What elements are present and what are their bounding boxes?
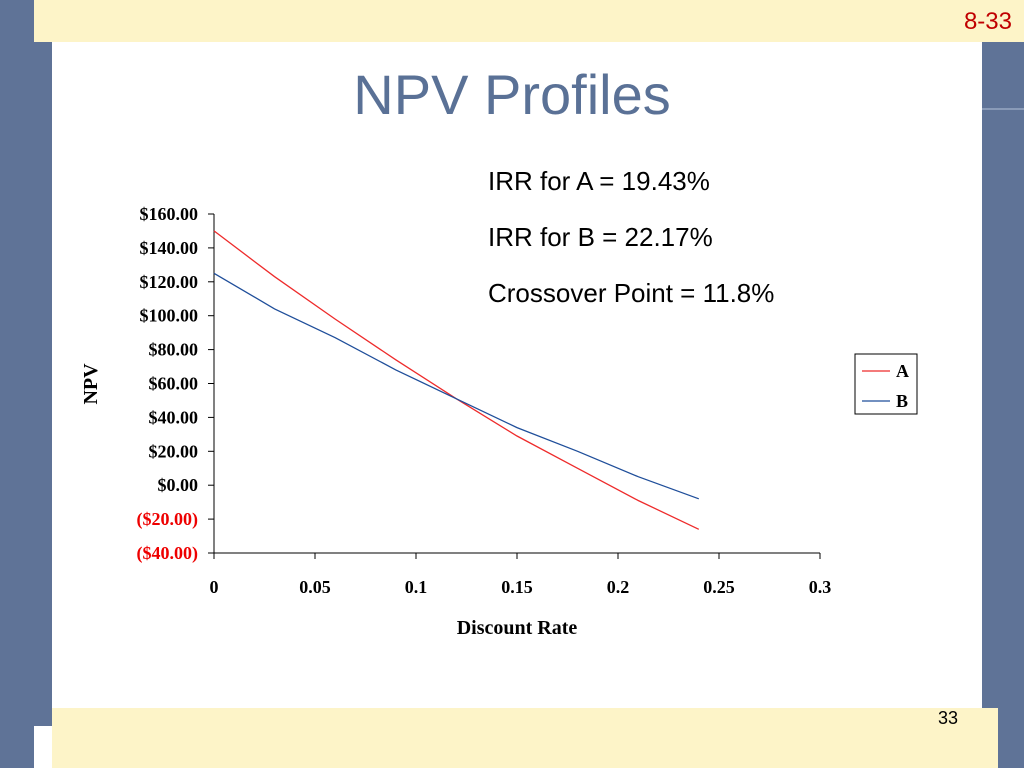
- y-tick-label: $100.00: [140, 306, 199, 326]
- y-tick-label: $0.00: [158, 475, 199, 495]
- slide-title: NPV Profiles: [353, 63, 671, 126]
- y-tick-label: $120.00: [140, 272, 199, 292]
- y-tick-label: $80.00: [149, 340, 199, 360]
- chart-legend: AB: [854, 353, 918, 415]
- series-line-a: [213, 230, 700, 530]
- left-band-lower: [34, 42, 52, 726]
- chart-series: [213, 230, 700, 530]
- y-tick-label: $20.00: [149, 441, 199, 461]
- y-tick-label: $40.00: [149, 407, 199, 427]
- x-axis-label: Discount Rate: [457, 617, 578, 639]
- irr-a-note: IRR for A = 19.43%: [488, 166, 710, 196]
- x-tick-label: 0.3: [809, 577, 832, 597]
- slide-number-top: 8-33: [963, 8, 1012, 35]
- legend-label-a: A: [896, 361, 909, 381]
- x-tick-label: 0: [210, 577, 219, 597]
- slide-number-bottom: 33: [938, 708, 959, 728]
- x-tick-label: 0.15: [501, 577, 533, 597]
- crossover-note: Crossover Point = 11.8%: [488, 278, 775, 308]
- x-tick-label: 0.2: [607, 577, 630, 597]
- x-tick-label: 0.05: [299, 577, 331, 597]
- top-band: [34, 0, 1024, 42]
- right-band-divider: [982, 108, 1024, 110]
- y-tick-label: $60.00: [149, 374, 199, 394]
- bottom-band: [52, 708, 998, 768]
- x-tick-label: 0.1: [405, 577, 428, 597]
- y-tick-label: ($40.00): [137, 543, 199, 564]
- legend-box: [854, 353, 918, 415]
- legend-label-b: B: [896, 391, 908, 411]
- y-tick-label: ($20.00): [137, 509, 199, 530]
- left-band: [0, 0, 34, 768]
- chart-axes: ($40.00) ($20.00) $0.00 $20.00 $40.00 $60.00 $…: [137, 204, 832, 597]
- x-tick-label: 0.25: [703, 577, 735, 597]
- y-tick-label: $160.00: [140, 204, 199, 224]
- series-line-b: [213, 272, 700, 500]
- y-axis-label: NPV: [80, 363, 102, 405]
- irr-b-note: IRR for B = 22.17%: [488, 222, 713, 252]
- y-tick-label: $140.00: [140, 238, 199, 258]
- right-band: [982, 42, 1024, 768]
